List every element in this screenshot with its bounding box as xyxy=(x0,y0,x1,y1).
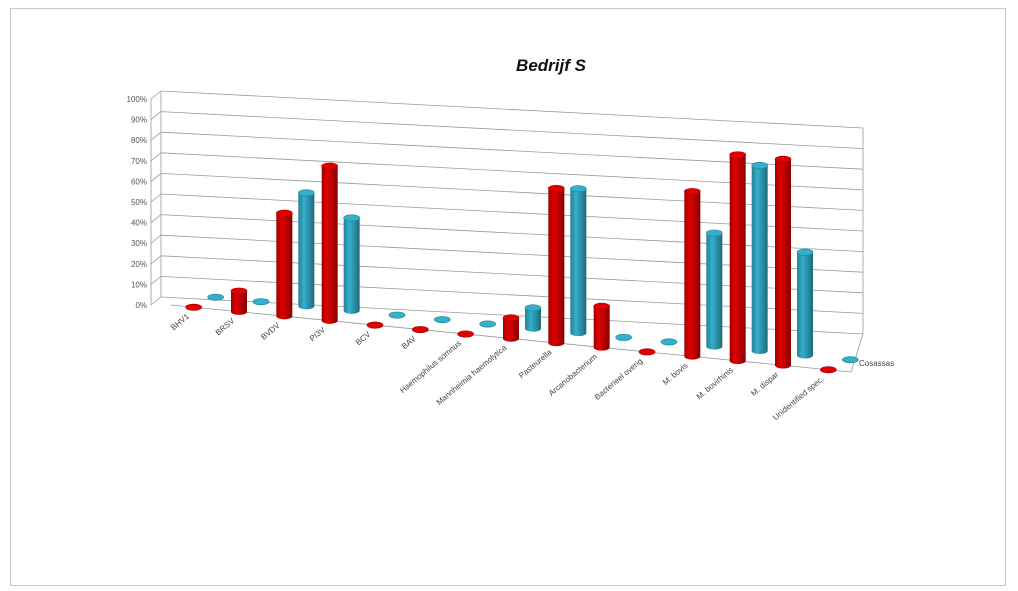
y-tick-label: 100% xyxy=(127,95,147,104)
bar-s1-4 xyxy=(388,311,406,319)
bars xyxy=(185,151,859,374)
bar-s0-3 xyxy=(321,162,338,324)
bar-s1-10 xyxy=(660,338,678,346)
bar-s1-5 xyxy=(434,316,451,324)
bar-s1-7 xyxy=(524,304,542,332)
bar-s0-12 xyxy=(729,151,746,365)
category-label: Pasteurella xyxy=(517,347,554,380)
category-label: Bacterieel overig xyxy=(593,357,644,402)
category-label: M. bovis xyxy=(661,361,690,387)
y-tick-label: 50% xyxy=(131,198,147,207)
bar-s1-6 xyxy=(479,320,496,328)
bar-s1-14 xyxy=(842,356,859,364)
bar-s1-11 xyxy=(706,229,723,350)
category-label: BVDV xyxy=(259,320,282,341)
y-tick-label: 30% xyxy=(131,239,147,248)
bar-s0-5 xyxy=(412,326,429,334)
bar-s0-11 xyxy=(684,188,701,360)
bar-s1-3 xyxy=(343,214,360,314)
bar-s1-1 xyxy=(252,298,270,306)
gridlines xyxy=(150,90,864,373)
bar-s1-0 xyxy=(207,293,224,301)
chart-frame: 0% 10% 20% 30% 40% 50% 60% 70% 80% 90% 100% BHV1 BR… xyxy=(10,8,1006,586)
y-tick-label: 20% xyxy=(131,260,147,269)
bar-s1-8 xyxy=(570,185,587,337)
y-tick-label: 40% xyxy=(131,219,147,228)
category-label: M. bovirhinis xyxy=(695,365,735,401)
bar-s0-8 xyxy=(548,184,565,347)
bar-s1-2 xyxy=(298,189,315,310)
y-tick-label: 80% xyxy=(131,136,147,145)
category-label: M. dispar xyxy=(749,370,780,398)
y-tick-label: 60% xyxy=(131,177,147,186)
bar-s0-9 xyxy=(593,302,610,351)
chart-title: Bedrijf S xyxy=(516,56,587,75)
bar-s0-10 xyxy=(638,348,656,356)
category-label: PI3V xyxy=(308,325,328,343)
category-label: BRSV xyxy=(214,316,237,337)
bar-s1-9 xyxy=(615,333,632,341)
bar-s0-0 xyxy=(185,303,202,311)
bar-s0-1 xyxy=(230,287,248,315)
y-tick-label: 10% xyxy=(131,280,147,289)
y-tick-label: 0% xyxy=(135,301,147,310)
bar-s1-13 xyxy=(796,248,814,359)
category-label: BAV xyxy=(400,334,418,351)
category-label: BHV1 xyxy=(169,312,191,333)
category-label: Unidentified spec. xyxy=(771,374,826,422)
bar-s0-7 xyxy=(502,314,520,342)
category-label: BCV xyxy=(354,329,373,347)
series-label: Cosassas xyxy=(859,359,894,368)
chart: 0% 10% 20% 30% 40% 50% 60% 70% 80% 90% 100% BHV1 BR… xyxy=(127,56,895,423)
bar-s1-12 xyxy=(751,161,768,355)
bar-s0-4 xyxy=(366,321,384,329)
bar-s0-6 xyxy=(457,330,474,338)
y-tick-label: 90% xyxy=(131,116,147,125)
y-tick-label: 70% xyxy=(131,157,147,166)
bar-s0-14 xyxy=(820,366,837,374)
category-label: Arcanobacterium xyxy=(547,352,599,398)
bar-s0-13 xyxy=(774,155,792,369)
y-axis-ticks: 0% 10% 20% 30% 40% 50% 60% 70% 80% 90% 100% xyxy=(127,95,147,310)
bar-s0-2 xyxy=(276,209,293,320)
